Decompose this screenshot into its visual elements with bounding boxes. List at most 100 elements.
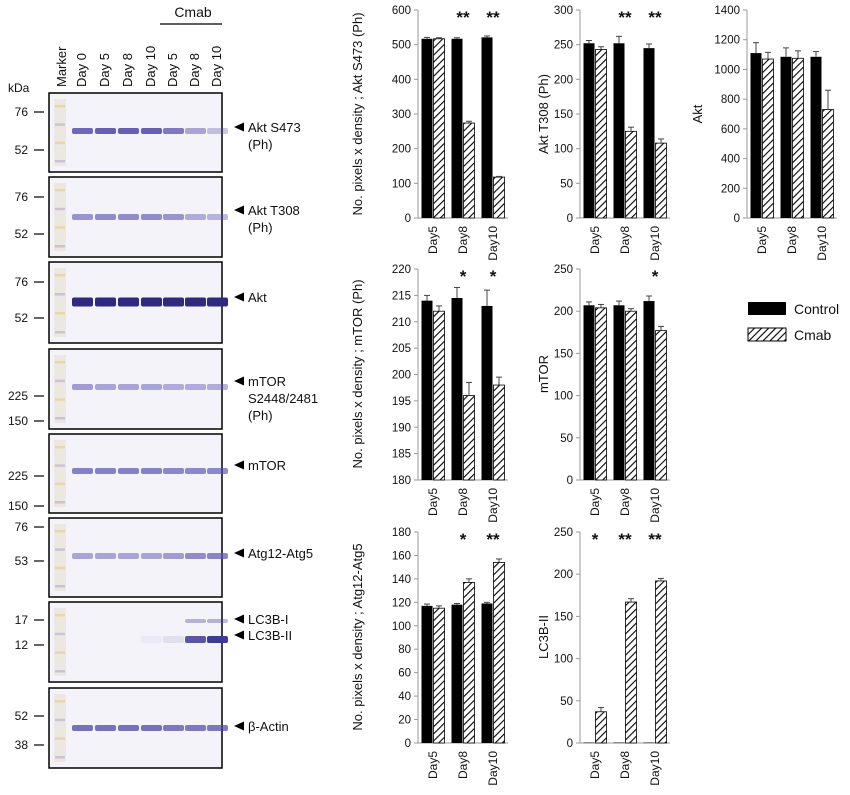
y-tick-label: 800: [721, 94, 740, 106]
bar-cmab: [433, 310, 445, 481]
blot-band: [141, 725, 162, 731]
blot-band: [185, 619, 206, 623]
blot-band: [163, 468, 184, 474]
y-tick-label: 100: [554, 654, 573, 666]
ladder-band: [55, 226, 65, 229]
mw-tick-label: 53: [15, 554, 29, 568]
lane-label: Day 5: [97, 53, 112, 87]
marker-ladder: [54, 183, 66, 251]
mw-tick-label: 76: [15, 275, 29, 289]
y-tick-label: 0: [734, 213, 740, 225]
y-tick-label: 200: [554, 74, 573, 86]
ladder-band: [55, 548, 65, 551]
blot-band: [72, 384, 93, 390]
bar-cmab: [463, 395, 475, 481]
blot-band: [118, 384, 139, 390]
y-tick-label: 0: [567, 738, 573, 750]
x-tick-label: Day8: [456, 488, 470, 516]
y-tick-label: 0: [567, 213, 573, 225]
ladder-band: [55, 274, 65, 277]
x-tick-label: Day5: [588, 751, 602, 779]
y-tick-label: 60: [398, 668, 411, 680]
bar-control: [613, 43, 625, 218]
legend-cmab-swatch: [747, 327, 787, 342]
y-tick-label: 500: [392, 40, 411, 52]
band-label: S2448/2481: [248, 391, 318, 406]
bar-cmab: [463, 122, 475, 219]
blot-band: [95, 214, 116, 220]
x-tick-label: Day8: [785, 226, 799, 254]
y-tick-label: 100: [554, 144, 573, 156]
mw-tick-label: 76: [15, 520, 29, 534]
y-tick-label: 120: [392, 597, 411, 609]
y-tick-label: 180: [392, 527, 411, 539]
ladder-band: [55, 417, 65, 420]
x-tick-label: Day10: [486, 751, 500, 786]
ladder-band: [55, 585, 65, 588]
ladder-band: [55, 651, 65, 654]
ladder-band: [55, 398, 65, 401]
significance-mark: **: [648, 8, 662, 27]
blot-band: [141, 636, 162, 643]
bar-control: [613, 742, 625, 744]
ladder-band: [55, 632, 65, 636]
significance-mark: *: [460, 267, 467, 286]
blot-band: [207, 725, 228, 731]
blot-band: [141, 553, 162, 559]
ladder-band: [55, 700, 65, 703]
y-axis-label: No. pixels x density ; mTOR (Ph): [350, 279, 365, 468]
mw-tick-label: 225: [8, 469, 28, 483]
bar-control: [421, 38, 433, 219]
y-tick-label: 1000: [714, 64, 740, 76]
mw-tick-label: 150: [8, 414, 28, 428]
y-tick-label: 160: [392, 550, 411, 562]
ladder-band: [55, 737, 65, 740]
x-tick-label: Day8: [618, 226, 632, 254]
x-tick-label: Day5: [426, 751, 440, 779]
x-tick-label: Day8: [618, 488, 632, 516]
blot-band: [207, 128, 228, 134]
y-tick-label: 150: [554, 611, 573, 623]
y-tick-label: 250: [554, 527, 573, 539]
western-blot: Marker kDa Cmab Day 0 Day 5 Day 8 Day 10 Day…: [8, 4, 318, 769]
y-axis-label: No. pixels x density ; Atg12-Atg5: [350, 543, 365, 730]
y-tick-label: 100: [392, 178, 411, 190]
x-tick-label: Day5: [426, 226, 440, 254]
ladder-band: [55, 361, 65, 364]
blot-band: [163, 636, 184, 643]
significance-mark: *: [592, 530, 599, 549]
ladder-band: [55, 446, 65, 449]
bar-chart: 0 50 100 150 200 250 LC3B-II Day5 * Day8 ** Day10 **: [536, 527, 670, 786]
blot-band: [163, 128, 184, 134]
blot-band: [141, 384, 162, 390]
bar-cmab: [655, 142, 667, 219]
blot-band: [95, 468, 116, 474]
bar-control: [451, 38, 463, 219]
blot-band: [185, 468, 206, 474]
y-tick-label: 200: [721, 183, 740, 195]
y-tick-label: 205: [392, 343, 411, 355]
ladder-band: [55, 312, 65, 315]
band-arrow: [234, 721, 244, 731]
blot-band: [163, 384, 184, 390]
mw-tick-label: 52: [15, 227, 29, 241]
y-tick-label: 50: [560, 696, 573, 708]
band-label: Akt S473: [248, 120, 301, 135]
lane-label: Day 8: [120, 53, 135, 87]
bar-cmab: [655, 330, 667, 481]
blot-band: [95, 384, 116, 390]
blot-band: [141, 468, 162, 474]
x-tick-label: Day10: [815, 226, 829, 261]
blot-band: [141, 214, 162, 220]
significance-mark: *: [490, 267, 497, 286]
bar-control: [613, 305, 625, 480]
bar-chart: 0 100 200 300 400 500 600 No. pixels x density …: [350, 5, 508, 261]
y-tick-label: 400: [392, 74, 411, 86]
blot-band: [72, 128, 93, 134]
lane-labels: Day 0 Day 5 Day 8 Day 10 Day 5 Day 8 Day 10: [74, 46, 224, 87]
marker-ladder: [54, 608, 66, 676]
ladder-band: [55, 756, 65, 759]
blot-band: [163, 214, 184, 220]
ladder-band: [55, 141, 65, 145]
